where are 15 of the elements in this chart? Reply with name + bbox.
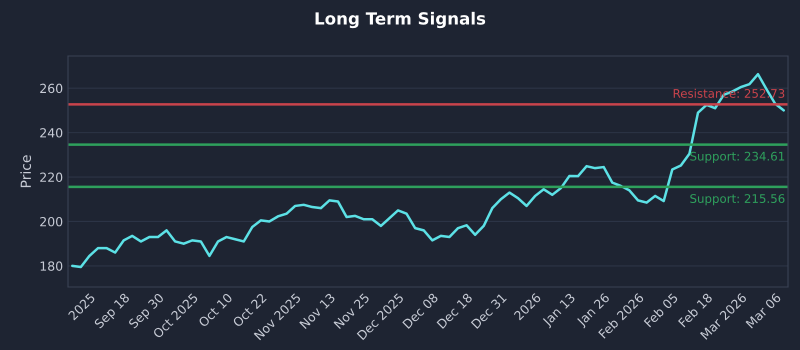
y-tick-label: 260 bbox=[40, 84, 62, 94]
y-tick-label: 220 bbox=[40, 172, 62, 182]
ref-line-label: Support: 215.56 bbox=[690, 194, 784, 206]
y-tick-label: 180 bbox=[40, 261, 62, 271]
x-tick-label: Feb 05 bbox=[643, 292, 678, 328]
line-series bbox=[71, 72, 785, 268]
ref-line-label: Support: 234.61 bbox=[690, 152, 784, 163]
x-tick-label: Mar 06 bbox=[745, 292, 782, 329]
x-tick-label: Oct 10 bbox=[198, 292, 233, 328]
y-axis-title: Price bbox=[20, 155, 32, 188]
x-tick-label: Dec 31 bbox=[470, 292, 507, 329]
y-tick-label: 200 bbox=[40, 216, 62, 226]
x-tick-label: Jan 13 bbox=[541, 292, 578, 328]
chart-title: Long Term Signals bbox=[316, 12, 486, 28]
y-tick-label: 240 bbox=[40, 128, 62, 138]
